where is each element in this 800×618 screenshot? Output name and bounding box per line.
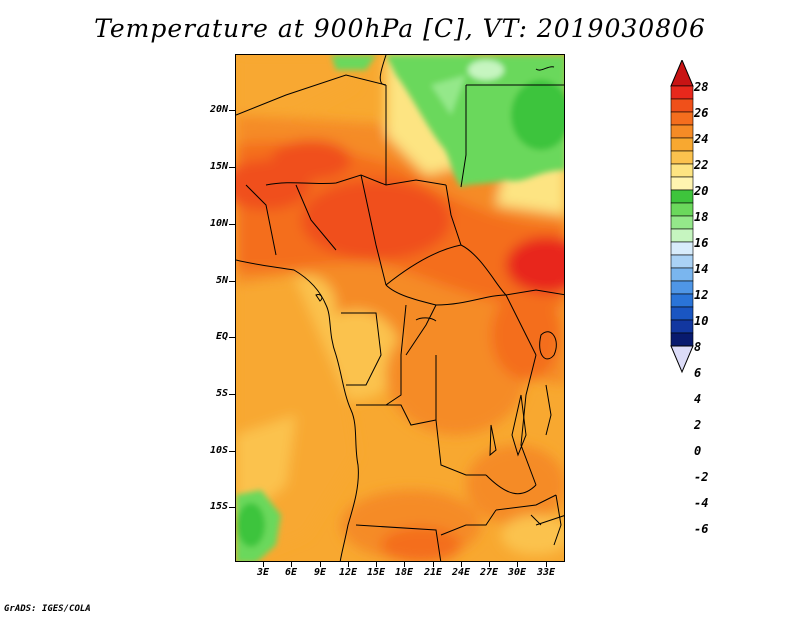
colorbar-segment — [670, 306, 694, 321]
x-axis-label: 24E — [451, 567, 471, 578]
x-tick — [404, 562, 405, 567]
colorbar-segment — [670, 202, 694, 217]
colorbar-label: -4 — [694, 496, 709, 510]
colorbar-label: 12 — [694, 288, 709, 302]
x-axis-label: 21E — [423, 567, 443, 578]
colorbar-segment — [670, 189, 694, 204]
colorbar-segment — [670, 85, 694, 100]
y-tick — [229, 167, 235, 168]
colorbar-segment — [670, 332, 694, 347]
colorbar-label: 20 — [694, 184, 709, 198]
x-axis-label: 3E — [256, 567, 270, 578]
colorbar-label: -6 — [694, 522, 709, 536]
colorbar-segment — [670, 293, 694, 308]
y-axis-label: EQ — [215, 331, 228, 342]
x-axis-label: 27E — [479, 567, 499, 578]
x-tick — [461, 562, 462, 567]
x-axis-label: 30E — [507, 567, 527, 578]
x-tick — [291, 562, 292, 567]
colorbar-segment — [670, 163, 694, 178]
y-axis-label: 10N — [209, 218, 228, 229]
y-tick — [229, 224, 235, 225]
colorbar-label: 28 — [694, 80, 709, 94]
y-tick — [229, 110, 235, 111]
y-axis-label: 15S — [209, 501, 228, 512]
y-axis-label: 5N — [215, 275, 228, 286]
colorbar-label: 22 — [694, 158, 709, 172]
temperature-map — [235, 54, 565, 562]
x-tick — [348, 562, 349, 567]
colorbar-label: 14 — [694, 262, 709, 276]
y-tick — [229, 394, 235, 395]
y-tick — [229, 281, 235, 282]
y-axis-label: 20N — [209, 104, 228, 115]
y-tick — [229, 451, 235, 452]
colorbar — [670, 60, 694, 374]
colorbar-bottom-arrow — [670, 345, 694, 374]
colorbar-segment — [670, 111, 694, 126]
x-axis-label: 6E — [284, 567, 298, 578]
colorbar-label: 8 — [694, 340, 702, 354]
colorbar-segment — [670, 280, 694, 295]
y-axis-label: 5S — [215, 388, 228, 399]
x-tick — [517, 562, 518, 567]
colorbar-segment — [670, 124, 694, 139]
colorbar-segment — [670, 137, 694, 152]
colorbar-segment — [670, 241, 694, 256]
colorbar-segment — [670, 319, 694, 334]
x-tick — [546, 562, 547, 567]
x-tick — [489, 562, 490, 567]
y-tick — [229, 337, 235, 338]
colorbar-segment — [670, 176, 694, 191]
credit-text: GrADS: IGES/COLA — [4, 604, 91, 614]
colorbar-segment — [670, 228, 694, 243]
country-borders — [236, 55, 564, 561]
colorbar-label: 0 — [694, 444, 702, 458]
colorbar-segment — [670, 267, 694, 282]
x-tick — [376, 562, 377, 567]
y-tick — [229, 507, 235, 508]
x-axis-label: 33E — [536, 567, 556, 578]
x-tick — [433, 562, 434, 567]
colorbar-label: 2 — [694, 418, 702, 432]
x-axis-label: 15E — [366, 567, 386, 578]
x-axis-label: 18E — [394, 567, 414, 578]
colorbar-label: -2 — [694, 470, 709, 484]
colorbar-label: 4 — [694, 392, 702, 406]
y-axis-label: 10S — [209, 445, 228, 456]
colorbar-label: 18 — [694, 210, 709, 224]
colorbar-label: 26 — [694, 106, 709, 120]
colorbar-segment — [670, 98, 694, 113]
x-tick — [320, 562, 321, 567]
colorbar-segment — [670, 254, 694, 269]
x-axis-label: 9E — [313, 567, 327, 578]
x-axis-label: 12E — [338, 567, 358, 578]
colorbar-segment — [670, 215, 694, 230]
colorbar-label: 16 — [694, 236, 709, 250]
colorbar-label: 24 — [694, 132, 709, 146]
temperature-field — [236, 55, 564, 561]
colorbar-top-arrow — [670, 60, 694, 87]
colorbar-segment — [670, 150, 694, 165]
chart-title: Temperature at 900hPa [C], VT: 201903080… — [94, 14, 706, 43]
x-tick — [263, 562, 264, 567]
colorbar-label: 10 — [694, 314, 709, 328]
colorbar-label: 6 — [694, 366, 702, 380]
y-axis-label: 15N — [209, 161, 228, 172]
